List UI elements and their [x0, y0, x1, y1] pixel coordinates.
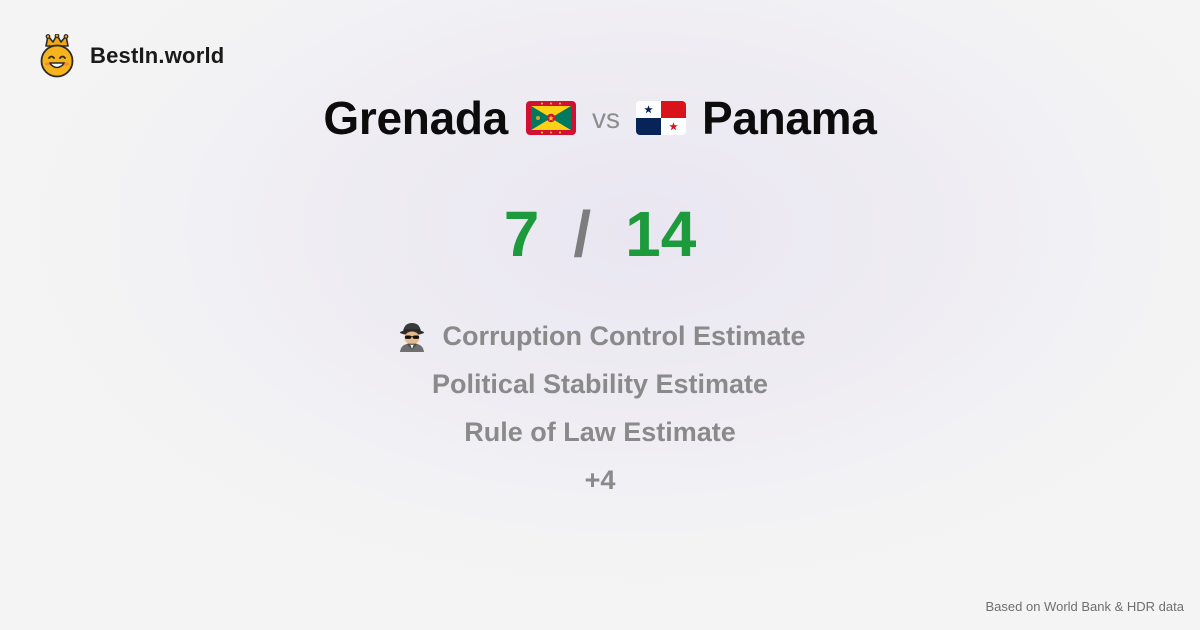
brand-name: BestIn.world [90, 43, 225, 68]
metric-item: Corruption Control Estimate [395, 312, 806, 360]
right-country-name: Panama [701, 92, 877, 144]
metric-item: Political Stability Estimate [432, 360, 768, 408]
brand[interactable]: BestIn.world [38, 34, 224, 78]
metric-label: Rule of Law Estimate [464, 416, 736, 447]
score: 7 / 14 [0, 196, 1200, 272]
panama-flag-icon [635, 101, 686, 135]
metric-label: +4 [584, 464, 616, 495]
metric-label: Corruption Control Estimate [442, 320, 806, 351]
detective-icon [399, 323, 424, 352]
grenada-flag-icon [525, 101, 576, 135]
more-metrics-count: +4 [585, 456, 616, 504]
crowned-smiley-icon [40, 34, 74, 78]
comparison-title: Grenada vs Panama [0, 86, 1200, 150]
metric-item: Rule of Law Estimate [464, 408, 736, 456]
data-source-note: Based on World Bank & HDR data [985, 599, 1184, 614]
metric-label: Political Stability Estimate [431, 368, 769, 399]
metrics-list: Corruption Control Estimate Political St… [0, 312, 1200, 504]
left-score: 7 [503, 198, 540, 270]
score-separator: / [573, 198, 592, 270]
left-country-name: Grenada [323, 92, 508, 144]
vs-label: vs [591, 103, 620, 134]
right-score: 14 [625, 198, 697, 270]
